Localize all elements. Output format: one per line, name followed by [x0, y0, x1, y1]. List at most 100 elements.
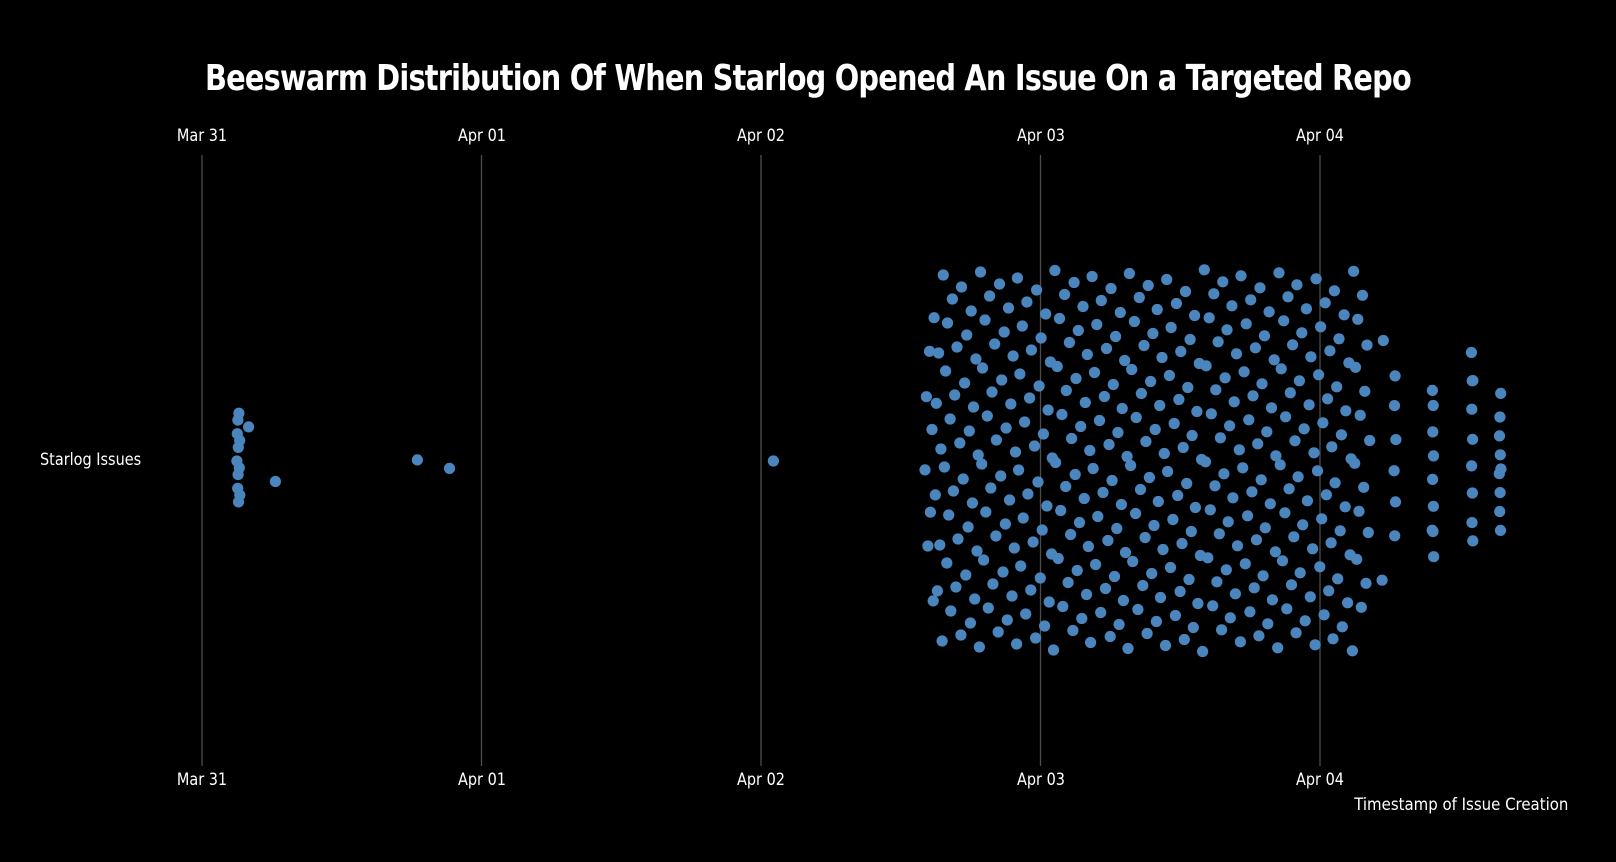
data-point: [1388, 400, 1401, 412]
data-point: [1164, 561, 1177, 574]
data-point: [1179, 285, 1192, 298]
data-point: [1346, 645, 1358, 657]
data-point: [1192, 597, 1204, 610]
data-point: [1427, 525, 1439, 538]
chart-title: Beeswarm Distribution Of When Starlog Op…: [205, 58, 1412, 99]
data-point: [233, 407, 245, 419]
data-point: [1033, 380, 1045, 392]
data-point: [1360, 577, 1372, 589]
data-point: [1203, 312, 1215, 324]
data-point: [1278, 315, 1290, 327]
data-point: [1052, 552, 1064, 565]
data-point: [1112, 426, 1124, 439]
data-point: [934, 539, 946, 551]
data-point: [1025, 344, 1037, 356]
data-point: [1296, 327, 1308, 339]
data-point: [1307, 543, 1319, 555]
data-point: [1240, 318, 1252, 330]
data-point: [930, 397, 942, 409]
data-point: [1466, 517, 1478, 529]
data-point: [1220, 564, 1232, 576]
data-point: [1298, 423, 1310, 435]
data-point: [1252, 438, 1264, 450]
data-point: [959, 377, 971, 389]
data-point: [1008, 542, 1020, 554]
data-point: [1035, 332, 1047, 344]
data-point: [1249, 342, 1261, 354]
data-point: [1189, 501, 1201, 514]
data-point: [1030, 632, 1042, 644]
data-point: [1067, 624, 1079, 637]
data-point: [1294, 567, 1306, 579]
data-point: [990, 434, 1003, 446]
data-point: [992, 626, 1004, 638]
data-point: [1134, 483, 1147, 496]
data-point: [1268, 354, 1280, 366]
data-point: [234, 434, 246, 447]
data-point: [1151, 303, 1163, 316]
data-point: [1355, 601, 1367, 613]
data-point: [1364, 434, 1376, 447]
data-point: [1135, 387, 1147, 400]
data-point: [1137, 579, 1149, 592]
data-point: [1106, 474, 1118, 487]
data-point: [1011, 638, 1023, 650]
data-point: [1022, 488, 1034, 500]
data-point: [1174, 585, 1186, 598]
data-point: [1080, 588, 1093, 601]
data-point: [1342, 597, 1354, 609]
data-point: [952, 533, 964, 545]
data-point: [1115, 498, 1127, 511]
x-axis-title: Timestamp of Issue Creation: [1353, 795, 1568, 815]
data-point: [1119, 546, 1132, 559]
data-point: [938, 461, 951, 473]
data-point: [1427, 500, 1439, 512]
data-point: [1376, 574, 1388, 586]
data-point: [1466, 487, 1478, 499]
data-point: [1104, 630, 1116, 643]
data-point: [964, 617, 977, 629]
data-point: [1219, 372, 1231, 384]
data-point: [927, 595, 939, 607]
data-point: [1176, 537, 1188, 550]
data-point: [1149, 423, 1161, 436]
data-point: [1243, 414, 1255, 426]
data-point: [1060, 480, 1072, 493]
data-point: [1088, 366, 1101, 379]
data-point: [961, 329, 973, 341]
data-point: [1021, 296, 1033, 308]
data-point: [1186, 429, 1198, 442]
data-point: [1204, 504, 1216, 516]
data-point: [1068, 276, 1080, 289]
data-point: [1053, 312, 1066, 325]
data-point: [1056, 408, 1068, 421]
data-point: [1323, 585, 1335, 597]
data-point: [1177, 441, 1189, 454]
data-point: [976, 362, 989, 374]
data-point: [1123, 267, 1135, 280]
data-point: [1175, 345, 1187, 358]
data-point: [1202, 552, 1214, 564]
data-point: [1426, 384, 1438, 396]
data-point: [922, 540, 934, 552]
data-point: [1276, 555, 1289, 567]
data-point: [941, 317, 954, 329]
data-point: [1140, 435, 1152, 448]
data-point: [1244, 606, 1256, 618]
gridlines: [201, 155, 1321, 766]
data-point: [1250, 534, 1263, 546]
data-point: [1359, 385, 1371, 397]
data-point: [1116, 402, 1128, 415]
data-point: [1185, 525, 1197, 538]
data-point: [973, 641, 986, 653]
data-point: [935, 443, 947, 455]
data-point: [1055, 504, 1067, 517]
data-point: [979, 314, 991, 326]
x-tick-label: Apr 03: [1016, 126, 1065, 146]
data-point: [1303, 399, 1315, 411]
data-point: [1205, 408, 1217, 420]
data-point: [1494, 505, 1506, 518]
data-point: [1234, 636, 1246, 648]
data-point: [1358, 481, 1370, 493]
data-point: [941, 557, 953, 569]
